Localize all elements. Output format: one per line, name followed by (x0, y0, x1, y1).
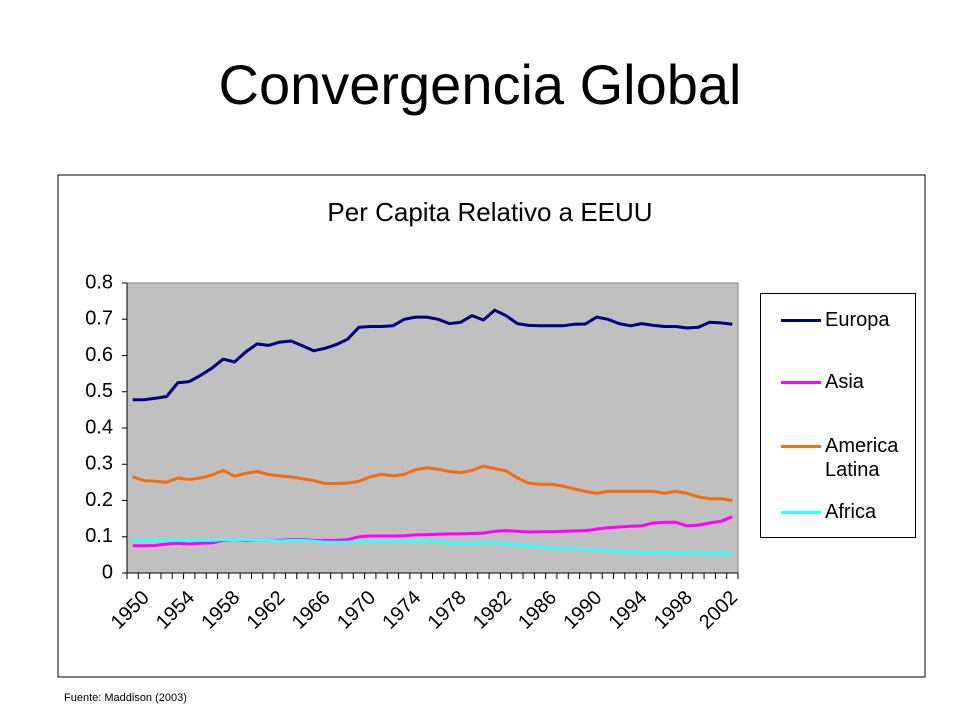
y-tick-label: 0.7 (85, 308, 113, 330)
legend: Europa Asia America Latina Africa (760, 293, 916, 538)
series-line (132, 538, 733, 555)
series-line (132, 308, 733, 402)
legend-label: Asia (825, 371, 864, 393)
y-tick-label: 0.6 (85, 344, 113, 366)
source-note: Fuente: Maddison (2003) (64, 692, 187, 704)
chart-title: Per Capita Relativo a EEUU (327, 197, 652, 227)
legend-label: America Latina (825, 435, 899, 481)
y-tick-label: 0.4 (85, 416, 113, 438)
legend-swatch (781, 511, 821, 514)
legend-label: Africa (825, 501, 877, 523)
y-tick-label: 0.2 (85, 489, 113, 511)
plot-area (126, 282, 739, 574)
y-tick-label: 0.3 (85, 453, 113, 475)
slide-title: Convergencia Global (218, 53, 742, 116)
y-tick-label: 0.8 (85, 271, 113, 293)
legend-label: Europa (825, 309, 890, 331)
y-tick-label: 0 (102, 561, 113, 583)
legend-swatch (781, 381, 821, 384)
y-tick-label: 0.1 (85, 525, 113, 547)
legend-swatch (781, 445, 821, 448)
series-line (132, 464, 733, 502)
legend-swatch (781, 319, 821, 322)
y-tick-label: 0.5 (85, 380, 113, 402)
